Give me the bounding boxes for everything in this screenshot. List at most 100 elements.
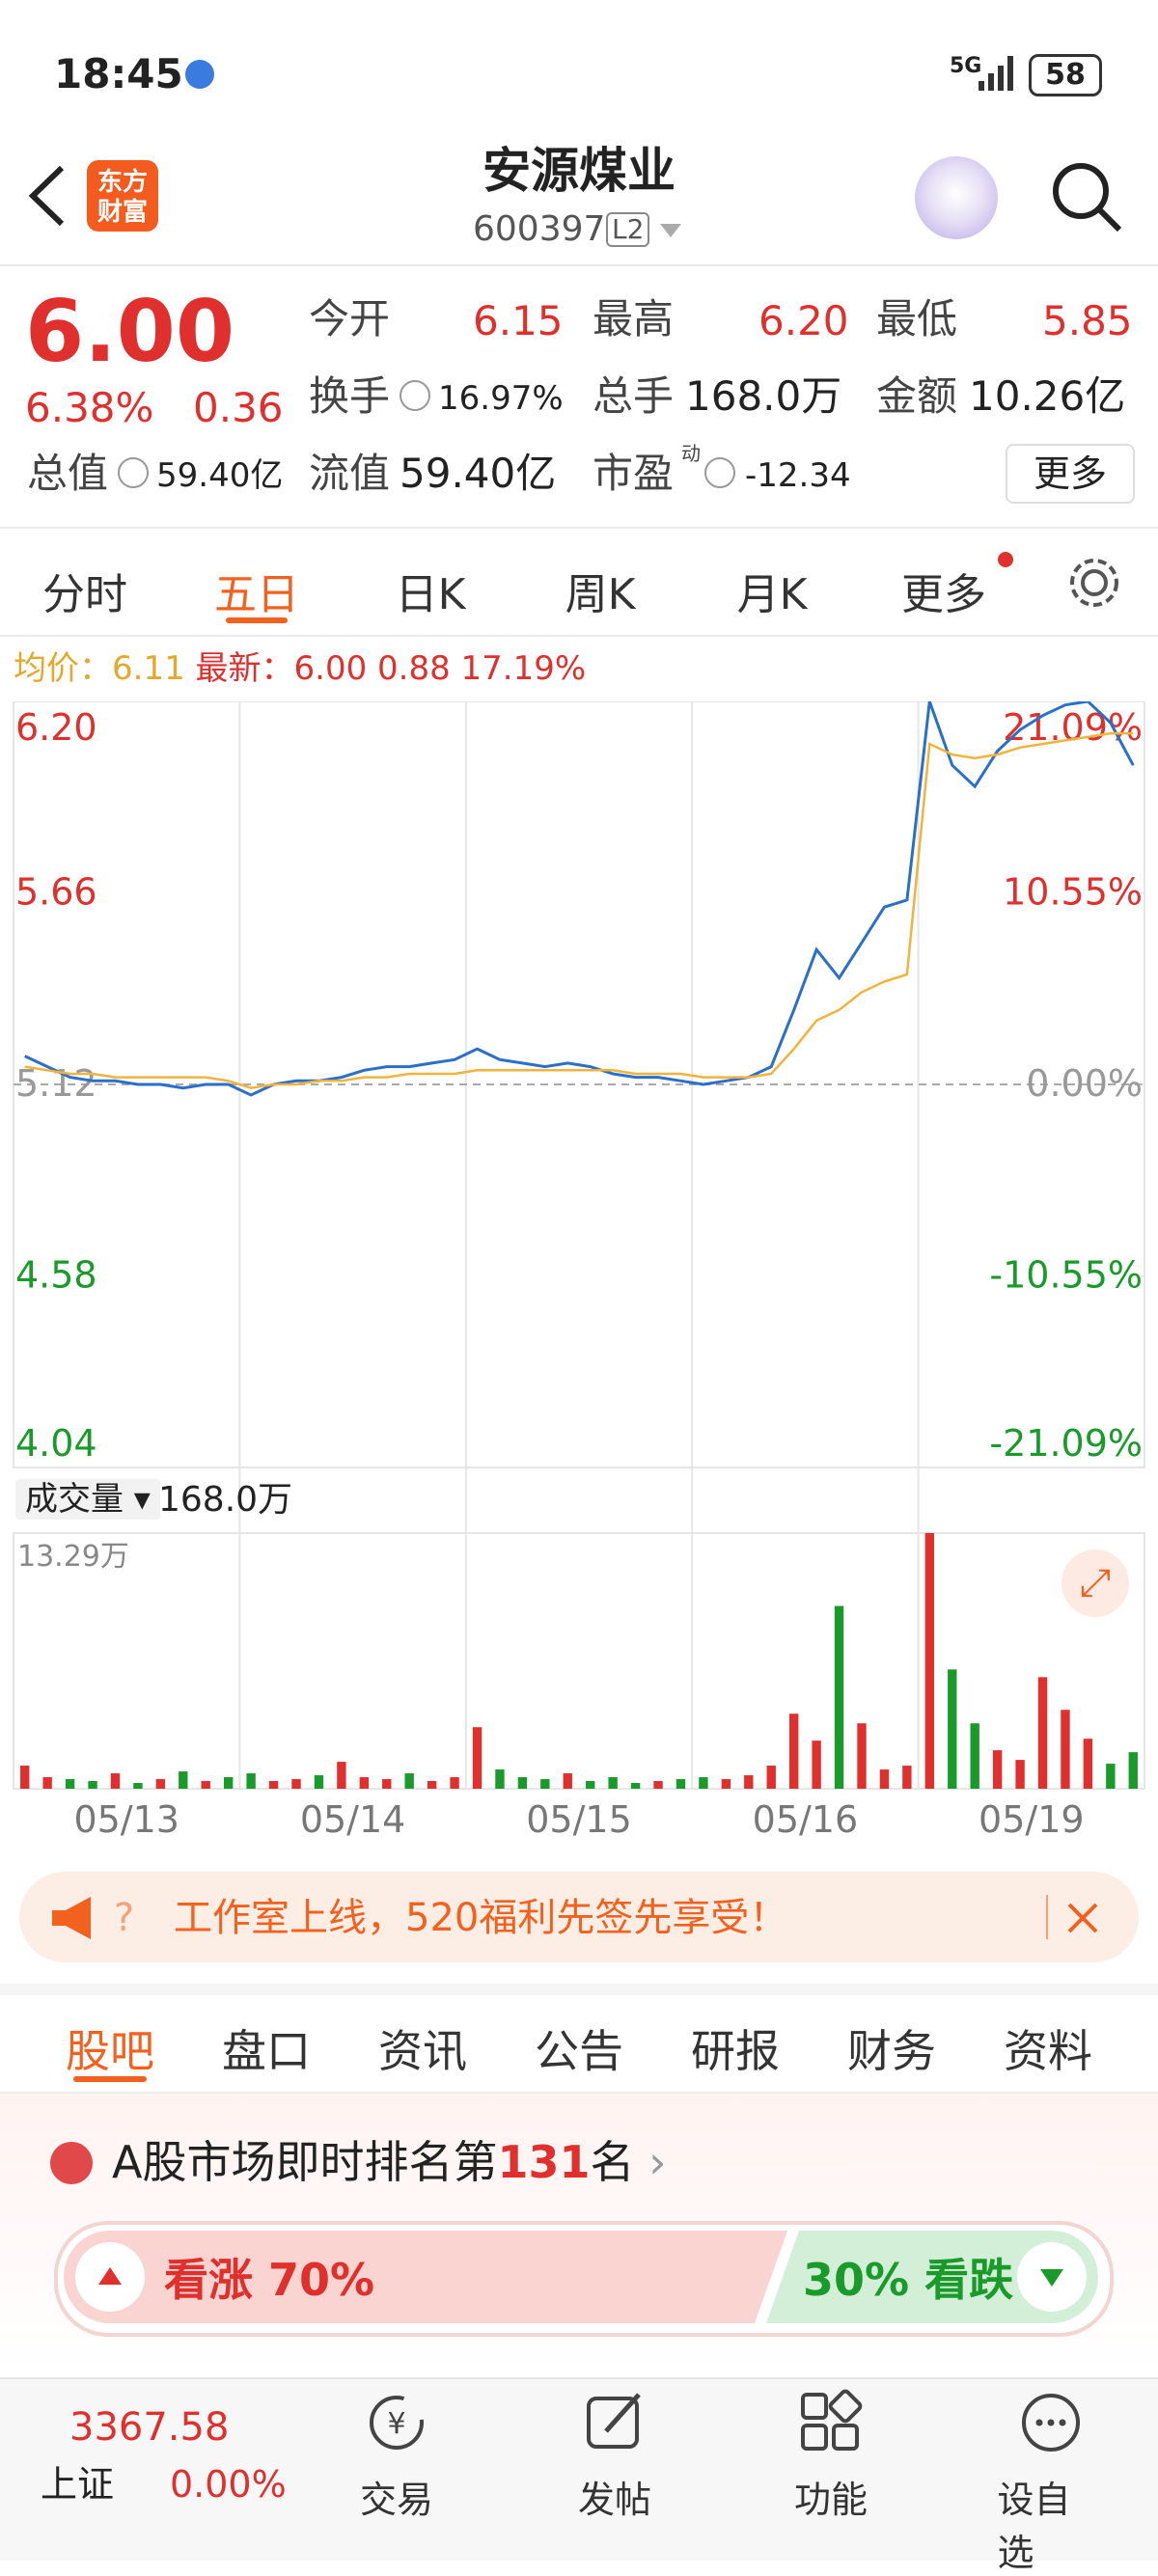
info-icon[interactable] [704,457,735,488]
tab[interactable]: 盘口 [222,2025,311,2077]
tab[interactable]: 资讯 [378,2025,467,2077]
vote-up: 看涨 70% [164,2254,375,2306]
tab-active[interactable]: 五日 [214,570,299,619]
function-icon [801,2389,863,2451]
volume-bar [563,1773,572,1789]
field-label: 换手 [309,372,391,420]
vote-up-area[interactable] [64,2231,787,2323]
field-label: 总值 [27,450,109,497]
last-label: 最新： [195,649,294,688]
field-value: 10.26亿 [969,372,1126,420]
tab[interactable]: 研报 [691,2025,780,2077]
nav-item[interactable]: 发帖 [577,2479,652,2521]
battery: 58 [1029,54,1102,96]
field-label: 最低 [876,295,958,343]
avg-label: 均价： [14,649,112,688]
tab[interactable]: 月K [736,570,808,619]
volume-bar [653,1781,663,1789]
stock-code: 600397 [473,209,606,249]
volume-bar [540,1779,550,1789]
volume-bar [179,1771,188,1789]
volume-bar [766,1766,776,1789]
volume-bar [721,1779,731,1789]
index-name: 上证 [41,2463,115,2506]
volume-bar [246,1773,256,1789]
robot-avatar[interactable] [915,156,998,239]
banner[interactable] [19,1872,1139,1962]
up-arrow [98,2267,122,2285]
tab[interactable]: 公告 [535,2025,623,2077]
field-label: 今开 [309,295,391,343]
tab[interactable]: 更多 [901,570,986,619]
rank-number: 131 [497,2136,591,2188]
divider [0,2092,1158,2094]
tab-active[interactable]: 股吧 [66,2025,154,2077]
close-button[interactable] [1065,1901,1100,1935]
field-value: 6.20 [758,297,849,344]
rank-prefix: A股市场即时排名第 [112,2136,498,2188]
tab[interactable]: 周K [565,570,636,619]
divider [0,264,1158,266]
volume-bar [1106,1764,1116,1789]
vote-bar [64,2231,1098,2323]
volume-bar [291,1779,301,1789]
price-line [24,701,1135,1097]
field-sup: 动 [681,442,701,465]
signal [979,56,1013,91]
volume-bar [1128,1752,1138,1789]
average-line [24,731,1134,1089]
logo-line: 东方 [96,168,148,197]
volume-bar [992,1750,1003,1789]
info-icon[interactable] [400,380,430,411]
trade-icon: ¥ [370,2396,424,2450]
down-arrow [1040,2269,1063,2287]
tab[interactable]: 分时 [42,570,127,619]
banner-text: 工作室上线，520福利先签先享受！ [174,1896,788,1940]
tab[interactable]: 日K [395,570,466,619]
volume-tick-label: 13.29万 [17,1540,129,1574]
volume-bar [834,1605,844,1789]
bottom-nav [0,2377,1158,2561]
volume-bar [155,1779,166,1789]
field-value: 59.40亿 [156,456,284,495]
volume-bar [495,1769,505,1789]
volume-frame [13,1532,1145,1790]
nav-item[interactable]: 交易 [359,2479,434,2521]
volume-bar [404,1773,414,1789]
info-icon[interactable] [118,457,149,488]
app-logo[interactable]: 东方 财富 [87,160,158,232]
volume-bar [337,1762,346,1789]
ranking[interactable]: A股市场即时排名第131名 › [112,2136,667,2188]
x-tick-label: 05/14 [300,1798,406,1841]
price: 6.00 [25,282,235,381]
tab[interactable]: 财务 [847,2025,936,2077]
volume-selector[interactable]: 成交量 ▾ [15,1479,160,1520]
last-value: 6.00 [293,649,368,688]
index-value[interactable]: 3367.58 [69,2405,230,2450]
volume-bar [1061,1710,1070,1789]
volume-bar [223,1777,234,1789]
expand-button[interactable]: ⤢ [1062,1549,1129,1617]
logo-line: 财富 [96,198,148,228]
x-tick-label: 05/16 [753,1798,859,1841]
volume-bar [699,1777,708,1789]
field-value: 5.85 [1042,297,1133,344]
settings-button[interactable] [1065,554,1123,612]
search-button[interactable] [1048,158,1125,235]
y-tick-label: 6.20 [15,706,97,749]
x-tick-label: 05/15 [526,1798,632,1841]
tab[interactable]: 资料 [1004,2025,1092,2077]
vote-down-area[interactable] [766,2231,1098,2323]
more-button[interactable]: 更多 [1006,444,1135,504]
volume-bar [924,1533,935,1789]
nav-item[interactable]: 设自选 [997,2479,1071,2574]
volume-bar [608,1777,618,1789]
volume-bar [110,1773,121,1789]
nav-item[interactable]: 功能 [793,2479,868,2521]
volume-bar [879,1769,890,1789]
index-pct: 0.00% [170,2463,287,2506]
status-network: 5G [950,54,982,78]
rank-icon [50,2142,93,2184]
volume-bar [88,1781,97,1789]
back-button[interactable] [23,162,69,230]
